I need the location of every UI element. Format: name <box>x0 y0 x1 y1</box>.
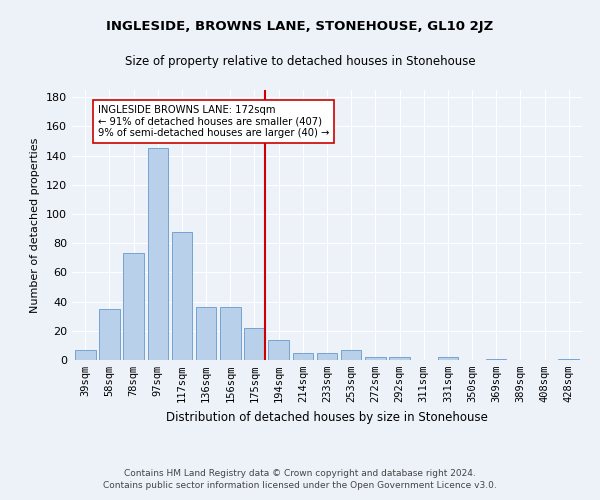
Text: INGLESIDE, BROWNS LANE, STONEHOUSE, GL10 2JZ: INGLESIDE, BROWNS LANE, STONEHOUSE, GL10… <box>106 20 494 33</box>
Bar <box>196 308 217 360</box>
Bar <box>365 357 386 360</box>
Y-axis label: Number of detached properties: Number of detached properties <box>31 138 40 312</box>
Bar <box>99 309 120 360</box>
Bar <box>559 358 579 360</box>
Bar <box>486 358 506 360</box>
Bar <box>341 350 361 360</box>
Text: Size of property relative to detached houses in Stonehouse: Size of property relative to detached ho… <box>125 55 475 68</box>
Bar <box>317 352 337 360</box>
X-axis label: Distribution of detached houses by size in Stonehouse: Distribution of detached houses by size … <box>166 410 488 424</box>
Bar <box>293 352 313 360</box>
Bar <box>75 350 95 360</box>
Bar <box>124 254 144 360</box>
Bar <box>244 328 265 360</box>
Bar <box>148 148 168 360</box>
Text: Contains HM Land Registry data © Crown copyright and database right 2024.
Contai: Contains HM Land Registry data © Crown c… <box>103 468 497 490</box>
Bar <box>437 357 458 360</box>
Bar <box>389 357 410 360</box>
Bar <box>268 340 289 360</box>
Bar <box>220 308 241 360</box>
Bar <box>172 232 192 360</box>
Text: INGLESIDE BROWNS LANE: 172sqm
← 91% of detached houses are smaller (407)
9% of s: INGLESIDE BROWNS LANE: 172sqm ← 91% of d… <box>98 104 329 138</box>
